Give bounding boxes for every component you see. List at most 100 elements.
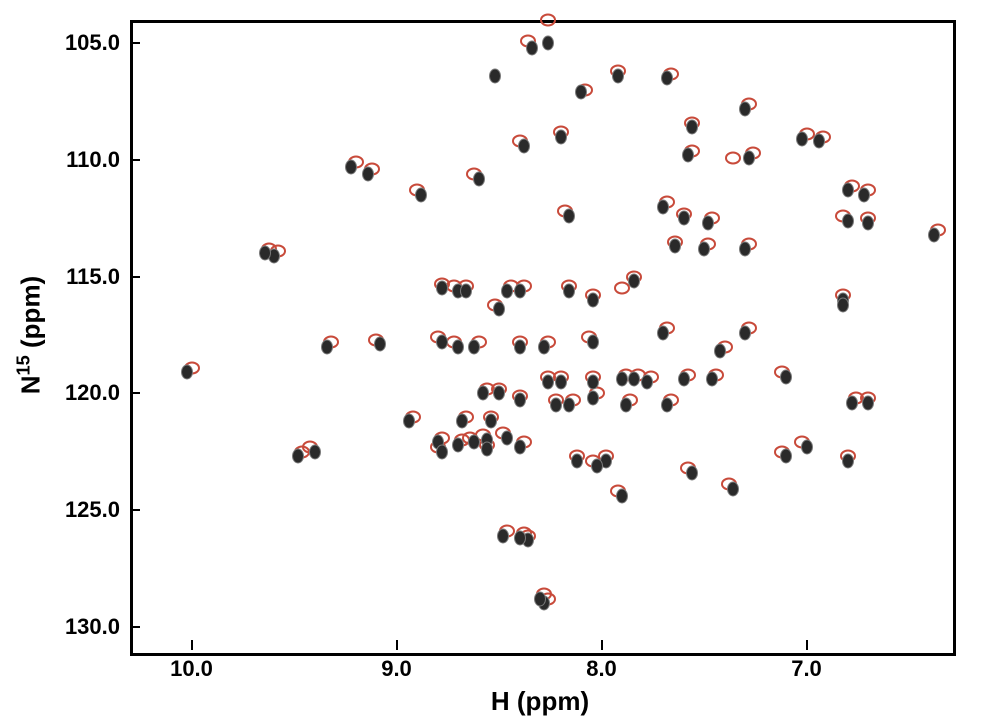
nmr-peak (576, 86, 586, 99)
nmr-peak (453, 340, 463, 353)
y-tick (130, 276, 140, 278)
nmr-peak (498, 529, 508, 542)
nmr-peak (728, 483, 738, 496)
y-axis-label: N15 (ppm) (14, 276, 47, 394)
nmr-peak (687, 466, 697, 479)
nmr-peak (740, 242, 750, 255)
nmr-peak (621, 399, 631, 412)
nmr-peak (703, 217, 713, 230)
nmr-peak (322, 340, 332, 353)
nmr-peak (588, 375, 598, 388)
nmr-peak (843, 455, 853, 468)
x-tick-label: 10.0 (170, 656, 213, 682)
x-tick (191, 640, 193, 650)
nmr-peak (457, 415, 467, 428)
nmr-peak (404, 415, 414, 428)
nmr-peak (482, 443, 492, 456)
nmr-peak (515, 532, 525, 545)
nmr-peak (572, 455, 582, 468)
x-axis-label: H (ppm) (491, 686, 589, 717)
nmr-peak (346, 161, 356, 174)
nmr-peak (490, 70, 500, 83)
nmr-peak (469, 340, 479, 353)
nmr-peak (740, 326, 750, 339)
nmr-peak (494, 303, 504, 316)
nmr-peak (843, 214, 853, 227)
nmr-peak (662, 72, 672, 85)
nmr-peak (437, 445, 447, 458)
nmr-peak (535, 592, 545, 605)
y-tick-label: 125.0 (60, 497, 120, 523)
nmr-peak (502, 284, 512, 297)
x-tick (601, 640, 603, 650)
nmr-peak (564, 284, 574, 297)
nmr-peak (474, 172, 484, 185)
nmr-peak (494, 387, 504, 400)
nmr-peak (363, 168, 373, 181)
nmr-peak (802, 441, 812, 454)
nmr-peak (642, 375, 652, 388)
nmr-peak (843, 184, 853, 197)
nmr-peak (564, 210, 574, 223)
x-tick-label: 9.0 (381, 656, 412, 682)
nmr-peak (588, 336, 598, 349)
nmr-peak (551, 399, 561, 412)
nmr-peak (781, 450, 791, 463)
y-tick (130, 509, 140, 511)
nmr-peak (515, 340, 525, 353)
nmr-peak (519, 140, 529, 153)
x-tick (806, 640, 808, 650)
nmr-peak (543, 37, 553, 50)
nmr-peak (617, 490, 627, 503)
y-tick (130, 626, 140, 628)
nmr-peak (293, 450, 303, 463)
nmr-peak (699, 242, 709, 255)
nmr-peak (929, 228, 939, 241)
nmr-peak (715, 345, 725, 358)
nmr-peak (453, 438, 463, 451)
nmr-peak (814, 135, 824, 148)
nmr-peak (687, 121, 697, 134)
x-tick-label: 7.0 (791, 656, 822, 682)
nmr-peak (781, 371, 791, 384)
x-tick (396, 640, 398, 650)
nmr-peak (375, 338, 385, 351)
nmr-peak-overlay (614, 282, 630, 295)
nmr-peak (629, 373, 639, 386)
y-tick-label: 105.0 (60, 30, 120, 56)
hsqc-figure: H (ppm) N15 (ppm) 10.0 9.0 8.0 7.0 105.0 110.… (0, 0, 1000, 724)
nmr-peak (310, 445, 320, 458)
x-tick-label: 8.0 (586, 656, 617, 682)
nmr-peak (617, 373, 627, 386)
nmr-peak (744, 151, 754, 164)
nmr-peak (588, 294, 598, 307)
nmr-peak (683, 149, 693, 162)
nmr-peak (502, 431, 512, 444)
nmr-peak (613, 70, 623, 83)
nmr-peak (437, 282, 447, 295)
nmr-peak-overlay (540, 14, 556, 27)
y-tick-label: 115.0 (60, 264, 120, 290)
nmr-peak (564, 399, 574, 412)
nmr-peak (478, 387, 488, 400)
nmr-peak (588, 392, 598, 405)
nmr-peak (629, 275, 639, 288)
nmr-peak (416, 189, 426, 202)
nmr-peak (527, 42, 537, 55)
y-tick (130, 159, 140, 161)
nmr-peak (469, 436, 479, 449)
nmr-peak (679, 373, 689, 386)
nmr-peak (543, 375, 553, 388)
nmr-peak (863, 396, 873, 409)
y-tick-label: 130.0 (60, 614, 120, 640)
nmr-peak (670, 240, 680, 253)
nmr-peak (662, 399, 672, 412)
y-tick (130, 392, 140, 394)
nmr-peak (556, 130, 566, 143)
nmr-peak (486, 415, 496, 428)
nmr-peak (592, 459, 602, 472)
nmr-peak (838, 298, 848, 311)
y-tick-label: 110.0 (60, 147, 120, 173)
nmr-peak (539, 340, 549, 353)
nmr-peak-overlay (725, 151, 741, 164)
